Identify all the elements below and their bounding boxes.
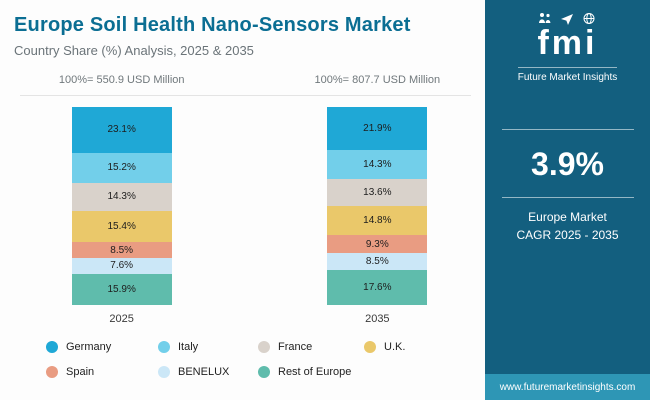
- page-subtitle: Country Share (%) Analysis, 2025 & 2035: [14, 43, 254, 58]
- bar-segment-spain: 9.3%: [327, 234, 428, 254]
- legend-item-italy: Italy: [158, 341, 258, 353]
- bar-category-label: 2025: [109, 313, 134, 325]
- cagr-stat-block: 3.9% Europe Market CAGR 2025 - 2035: [501, 128, 634, 244]
- stacked-bar-chart: 100%= 550.9 USD Million 23.1% 15.2% 14.3% 15…: [14, 74, 485, 325]
- chart-panel: Europe Soil Health Nano-Sensors Market C…: [14, 14, 485, 378]
- bars-area: 100%= 550.9 USD Million 23.1% 15.2% 14.3% 15…: [14, 74, 485, 325]
- people-icon: [538, 12, 552, 26]
- bar-segment-u-k-: 15.4%: [71, 211, 172, 242]
- legend-swatch: [158, 341, 170, 353]
- bar-total-label: 100%= 550.9 USD Million: [58, 74, 185, 86]
- legend-label: Germany: [66, 341, 112, 353]
- legend-swatch: [258, 341, 270, 353]
- website-footer: www.futuremarketinsights.com: [485, 374, 650, 400]
- bar-segment-spain: 8.5%: [71, 241, 172, 259]
- legend-swatch: [46, 366, 58, 378]
- logo-icons-row: [518, 12, 617, 26]
- bar-segment-germany: 23.1%: [71, 107, 172, 153]
- legend: Germany Italy France U.K. Spain BENELUX Rest o…: [46, 341, 485, 378]
- bar-segment-benelux: 7.6%: [71, 258, 172, 274]
- stacked-bar: 23.1% 15.2% 14.3% 15.4% 8.5% 7.6% 15.9%: [71, 107, 172, 305]
- legend-label: BENELUX: [178, 366, 230, 378]
- legend-label: Spain: [66, 366, 95, 378]
- legend-item-spain: Spain: [46, 366, 158, 378]
- bar-column: 100%= 550.9 USD Million 23.1% 15.2% 14.3% 15…: [59, 74, 185, 325]
- bar-segment-france: 14.3%: [71, 182, 172, 212]
- bar-segment-rest-of-europe: 15.9%: [71, 273, 172, 305]
- bar-segment-germany: 21.9%: [327, 107, 428, 151]
- bar-segment-italy: 15.2%: [71, 152, 172, 183]
- stat-divider: [501, 196, 634, 198]
- legend-item-germany: Germany: [46, 341, 158, 353]
- bar-total-label: 100%= 807.7 USD Million: [314, 74, 441, 86]
- globe-icon: [582, 12, 596, 26]
- bar-segment-france: 13.6%: [327, 178, 428, 206]
- bar-segment-benelux: 8.5%: [327, 253, 428, 271]
- cagr-label-line2: CAGR 2025 - 2035: [516, 227, 619, 242]
- legend-label: Italy: [178, 341, 199, 353]
- legend-swatch: [158, 366, 170, 378]
- legend-item-france: France: [258, 341, 364, 353]
- bar-category-label: 2035: [365, 313, 390, 325]
- legend-label: U.K.: [384, 341, 406, 353]
- legend-item-u-k-: U.K.: [364, 341, 405, 353]
- logo-tagline: Future Market Insights: [517, 66, 618, 83]
- legend-item-benelux: BENELUX: [158, 366, 258, 378]
- legend-label: Rest of Europe: [278, 366, 352, 378]
- logo-wordmark: fmi: [537, 24, 598, 62]
- page-title: Europe Soil Health Nano-Sensors Market: [14, 14, 411, 36]
- brand-sidebar: fmi Future Market Insights 3.9% Europe M…: [485, 0, 650, 400]
- plane-icon: [560, 12, 574, 26]
- fmi-logo: fmi Future Market Insights: [517, 12, 618, 83]
- bar-segment-italy: 14.3%: [327, 150, 428, 179]
- bar-segment-u-k-: 14.8%: [327, 205, 428, 235]
- legend-swatch: [364, 341, 376, 353]
- bar-column: 100%= 807.7 USD Million 21.9% 14.3% 13.6% 14…: [315, 74, 441, 325]
- legend-label: France: [278, 341, 313, 353]
- stacked-bar: 21.9% 14.3% 13.6% 14.8% 9.3% 8.5% 17.6%: [327, 107, 428, 305]
- legend-swatch: [46, 341, 58, 353]
- legend-swatch: [258, 366, 270, 378]
- top-gridline: [20, 95, 471, 96]
- legend-item-rest-of-europe: Rest of Europe: [258, 366, 364, 378]
- cagr-value: 3.9%: [531, 145, 604, 182]
- cagr-label-line1: Europe Market: [528, 209, 607, 224]
- bar-segment-rest-of-europe: 17.6%: [327, 270, 428, 305]
